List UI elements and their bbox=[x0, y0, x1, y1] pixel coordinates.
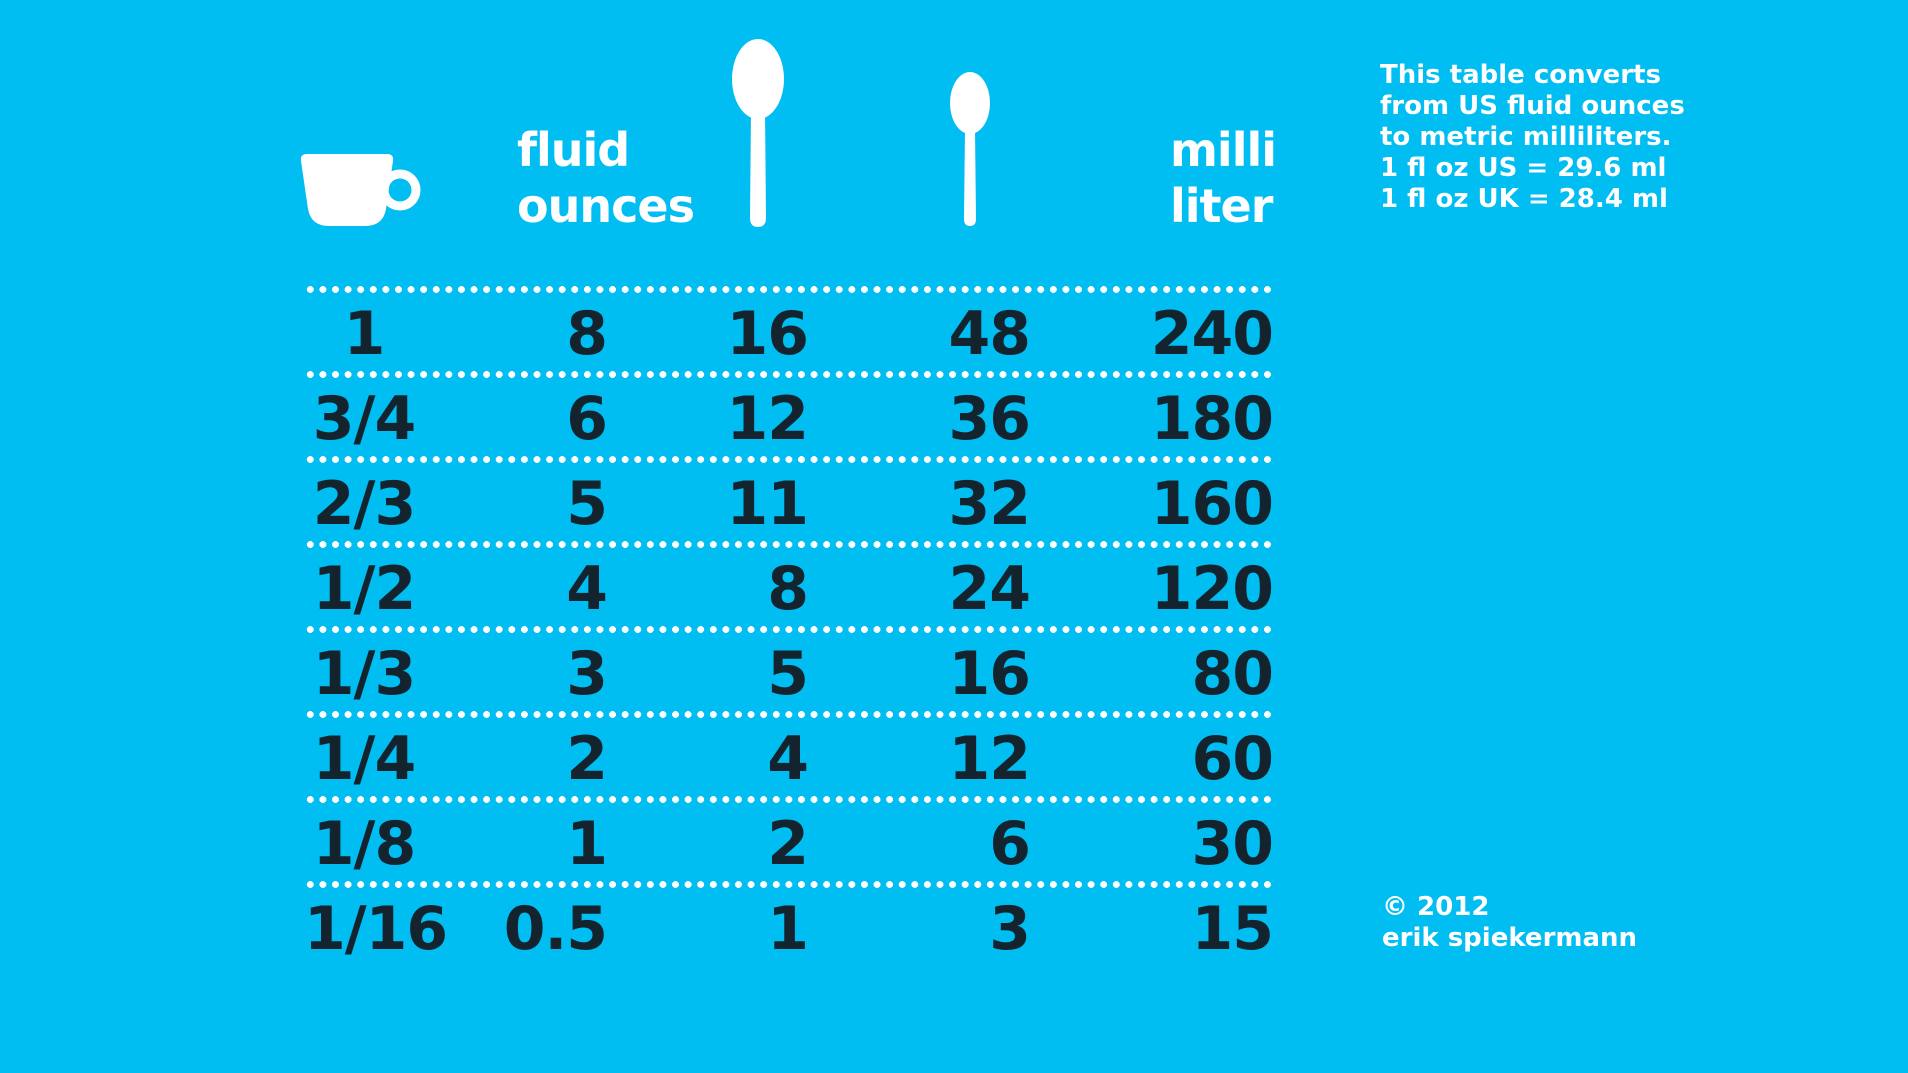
teaspoon-icon bbox=[950, 72, 990, 226]
dotted-divider bbox=[304, 285, 1273, 294]
cell-milliliters: 120 bbox=[1150, 554, 1274, 624]
dotted-divider bbox=[304, 625, 1273, 634]
table-row: 1/16 0.5 1 3 15 bbox=[304, 880, 1275, 965]
cell-teaspoons: 6 bbox=[989, 809, 1031, 879]
cell-teaspoons: 36 bbox=[948, 384, 1032, 454]
table-row: 1 8 16 48 240 bbox=[304, 285, 1274, 370]
dotted-divider bbox=[304, 795, 1273, 804]
cell-fluid-ounces: 5 bbox=[566, 469, 608, 539]
fluid-ounces-line2: ounces bbox=[517, 179, 695, 233]
cell-fluid-ounces: 4 bbox=[566, 554, 608, 624]
cell-fluid-ounces: 6 bbox=[566, 384, 608, 454]
cell-tablespoons: 12 bbox=[726, 384, 810, 454]
cell-milliliters: 80 bbox=[1191, 639, 1275, 709]
cell-cups: 1/2 bbox=[312, 554, 416, 624]
cell-teaspoons: 3 bbox=[989, 894, 1031, 964]
cell-fluid-ounces: 8 bbox=[566, 299, 608, 369]
cell-tablespoons: 2 bbox=[767, 809, 809, 879]
table-row: 1/8 1 2 6 30 bbox=[304, 795, 1275, 880]
cell-tablespoons: 16 bbox=[726, 299, 810, 369]
cell-cups: 2/3 bbox=[312, 469, 416, 539]
cell-milliliters: 240 bbox=[1150, 299, 1274, 369]
cell-milliliters: 60 bbox=[1191, 724, 1275, 794]
dotted-divider bbox=[304, 540, 1273, 549]
note-line: 1 fl oz UK = 28.4 ml bbox=[1380, 184, 1668, 214]
cell-milliliters: 15 bbox=[1191, 894, 1275, 964]
cell-cups: 1/16 bbox=[304, 894, 448, 964]
note-line: from US fluid ounces bbox=[1380, 91, 1685, 121]
tablespoon-icon bbox=[732, 39, 784, 227]
note-line: 1 fl oz US = 29.6 ml bbox=[1380, 153, 1667, 183]
cell-milliliters: 160 bbox=[1150, 469, 1274, 539]
table-row: 2/3 5 11 32 160 bbox=[304, 455, 1274, 540]
cell-cups: 1/3 bbox=[312, 639, 416, 709]
cell-cups: 1/8 bbox=[312, 809, 416, 879]
cell-cups: 1/4 bbox=[312, 724, 416, 794]
cell-tablespoons: 1 bbox=[767, 894, 809, 964]
cell-fluid-ounces: 3 bbox=[566, 639, 608, 709]
dotted-divider bbox=[304, 455, 1273, 464]
table-row: 1/3 3 5 16 80 bbox=[304, 625, 1275, 710]
cell-milliliters: 30 bbox=[1191, 809, 1275, 879]
column-header-fluid-ounces: fluid ounces bbox=[517, 122, 695, 234]
cell-fluid-ounces: 2 bbox=[566, 724, 608, 794]
cell-cups: 1 bbox=[343, 299, 386, 369]
milliliter-line2: liter bbox=[1170, 179, 1273, 233]
credit-line: © 2012 bbox=[1382, 892, 1490, 922]
cup-icon bbox=[300, 154, 421, 226]
note-line: to metric milliliters. bbox=[1380, 122, 1672, 152]
cell-cups: 3/4 bbox=[312, 384, 416, 454]
cell-teaspoons: 32 bbox=[948, 469, 1032, 539]
cell-fluid-ounces: 1 bbox=[566, 809, 608, 879]
credit-line: erik spiekermann bbox=[1382, 923, 1638, 953]
cell-teaspoons: 16 bbox=[948, 639, 1032, 709]
cell-fluid-ounces: 0.5 bbox=[503, 894, 608, 964]
cell-tablespoons: 5 bbox=[767, 639, 809, 709]
cell-teaspoons: 24 bbox=[948, 554, 1032, 624]
dotted-divider bbox=[304, 880, 1273, 889]
dotted-divider bbox=[304, 710, 1273, 719]
column-header-milliliter: milli liter bbox=[1170, 122, 1277, 234]
cell-milliliters: 180 bbox=[1150, 384, 1274, 454]
table-row: 1/4 2 4 12 60 bbox=[304, 710, 1275, 795]
conversion-note: This table converts from US fluid ounces… bbox=[1380, 60, 1685, 215]
note-line: This table converts bbox=[1380, 60, 1661, 90]
copyright-credit: © 2012 erik spiekermann bbox=[1382, 892, 1637, 954]
table-row: 3/4 6 12 36 180 bbox=[304, 370, 1274, 455]
cell-tablespoons: 11 bbox=[726, 469, 810, 539]
cell-tablespoons: 8 bbox=[767, 554, 809, 624]
milliliter-line1: milli bbox=[1170, 123, 1277, 177]
cell-teaspoons: 48 bbox=[948, 299, 1032, 369]
table-row: 1/2 4 8 24 120 bbox=[304, 540, 1274, 625]
conversion-table: 1 8 16 48 240 3/4 6 12 36 180 2/3 5 11 bbox=[304, 285, 1275, 965]
dotted-divider bbox=[304, 370, 1273, 379]
cell-teaspoons: 12 bbox=[948, 724, 1032, 794]
cell-tablespoons: 4 bbox=[767, 724, 809, 794]
fluid-ounces-line1: fluid bbox=[517, 123, 630, 177]
